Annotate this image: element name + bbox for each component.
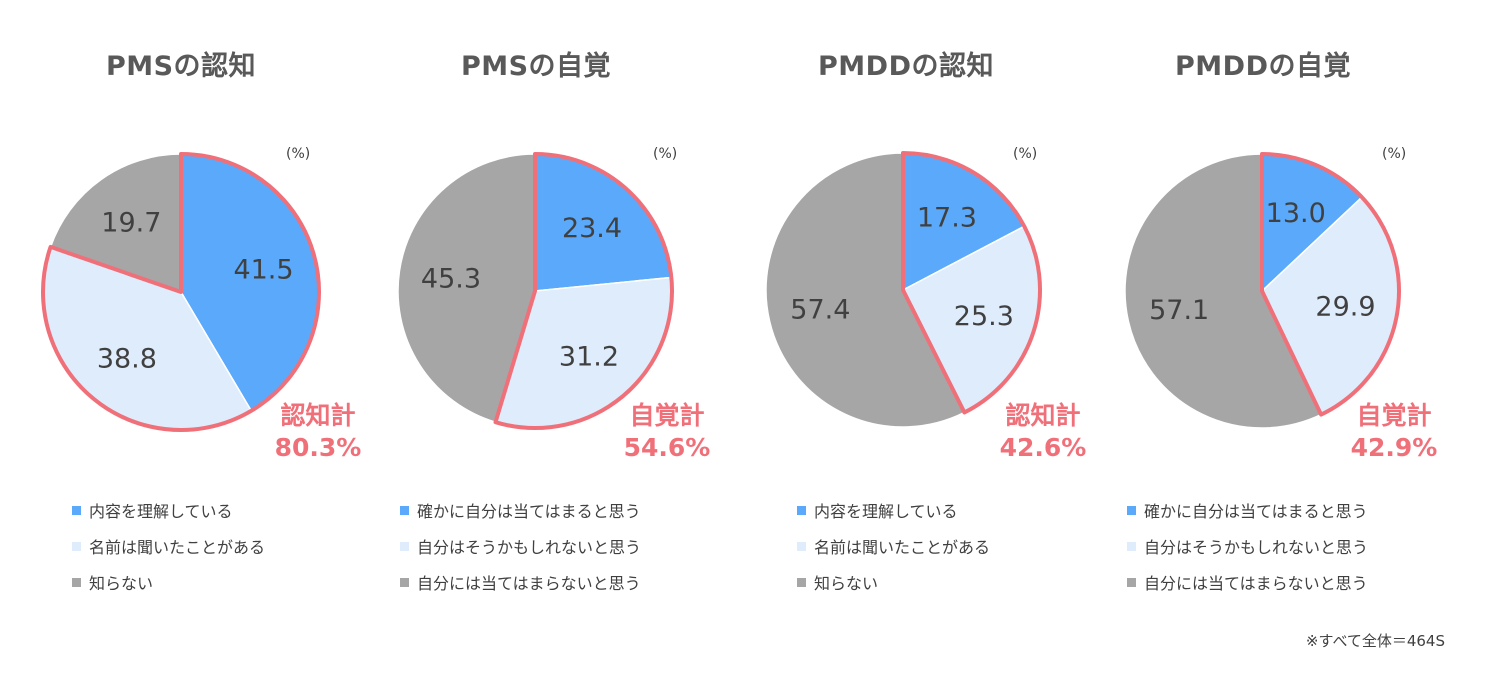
- legend-label: 内容を理解している: [814, 502, 958, 521]
- legend-item: 確かに自分は当てはまると思う: [1127, 492, 1368, 528]
- total-callout: 自覚計 42.9%: [1344, 400, 1444, 464]
- slice-value-label: 45.3: [421, 264, 481, 295]
- pie-chart: 17.3 25.3 57.4: [765, 151, 1042, 428]
- legend-swatch: [1127, 577, 1136, 587]
- legend-label: 自分には当てはまらないと思う: [417, 574, 641, 593]
- legend-swatch: [400, 541, 409, 551]
- highlight-outline: [41, 152, 321, 432]
- legend-label: 自分はそうかもしれないと思う: [1144, 538, 1369, 557]
- total-label: 認知計: [280, 401, 356, 430]
- legend-label: 確かに自分は当てはまると思う: [417, 502, 641, 521]
- legend-item: 自分には当てはまらないと思う: [400, 564, 641, 600]
- highlight-outline: [901, 151, 1042, 415]
- slice-value-label: 41.5: [233, 254, 293, 285]
- unit-label: (%): [1013, 146, 1038, 162]
- pie-chart: 23.4 31.2 45.3: [397, 152, 674, 430]
- slice-value-label: 25.3: [954, 301, 1014, 332]
- unit-label: (%): [653, 146, 678, 162]
- slice-value-label: 38.8: [97, 343, 157, 374]
- unit-label: (%): [286, 146, 311, 162]
- pie-slice: [765, 152, 966, 428]
- highlight-outline: [493, 152, 674, 430]
- legend-swatch: [72, 541, 81, 551]
- pie-slice: [1124, 153, 1323, 429]
- chart-panel-2: PMSの自覚 (%) 23.4 31.2 45.3 自覚計 54.6% 確かに自分は…: [355, 0, 727, 673]
- legend-swatch: [797, 577, 806, 587]
- chart-title: PMSの認知: [105, 51, 257, 82]
- legend-item: 自分には当てはまらないと思う: [1127, 564, 1368, 600]
- chart-title: PMSの自覚: [460, 51, 612, 82]
- total-label: 自覚計: [629, 401, 705, 430]
- legend-label: 自分はそうかもしれないと思う: [417, 538, 642, 557]
- legend: 内容を理解している 名前は聞いたことがある 知らない: [797, 492, 990, 600]
- pie-chart: 41.5 38.8 19.7: [41, 152, 321, 432]
- legend-item: 名前は聞いたことがある: [797, 528, 990, 564]
- legend: 確かに自分は当てはまると思う 自分はそうかもしれないと思う 自分には当てはまらな…: [1127, 492, 1368, 600]
- legend-item: 確かに自分は当てはまると思う: [400, 492, 641, 528]
- legend-item: 知らない: [72, 564, 265, 600]
- total-label: 認知計: [1005, 401, 1081, 430]
- pie-chart: 13.0 29.9 57.1: [1124, 152, 1401, 429]
- slice-value-label: 31.2: [559, 342, 619, 373]
- total-callout: 自覚計 54.6%: [617, 400, 717, 464]
- legend: 内容を理解している 名前は聞いたことがある 知らない: [72, 492, 265, 600]
- legend-swatch: [797, 541, 806, 551]
- legend-swatch: [400, 505, 409, 515]
- legend-swatch: [1127, 541, 1136, 551]
- total-callout: 認知計 80.3%: [268, 400, 368, 464]
- chart-title: PMDDの認知: [818, 51, 994, 82]
- highlight-outline: [1260, 152, 1401, 417]
- chart-panel-3: PMDDの認知 (%) 17.3 25.3 57.4 認知計 42.6% 内容を理解…: [725, 0, 1097, 673]
- chart-panel-4: PMDDの自覚 (%) 13.0 29.9 57.1 自覚計 42.9% 確かに自分…: [1082, 0, 1454, 673]
- legend-swatch: [72, 505, 81, 515]
- legend-label: 知らない: [89, 574, 154, 593]
- legend-item: 名前は聞いたことがある: [72, 528, 265, 564]
- legend-swatch: [400, 577, 409, 587]
- chart-panel-1: PMSの認知 (%) 41.5 38.8 19.7 認知計 80.3% 内容を理解し…: [0, 0, 372, 673]
- unit-label: (%): [1382, 146, 1407, 162]
- legend-swatch: [1127, 505, 1136, 515]
- legend-label: 自分には当てはまらないと思う: [1144, 574, 1368, 593]
- footnote: ※すべて全体＝464S: [1305, 632, 1445, 650]
- slice-value-label: 57.4: [790, 295, 850, 326]
- slice-value-label: 23.4: [562, 213, 622, 244]
- slice-value-label: 29.9: [1315, 292, 1375, 323]
- legend-label: 名前は聞いたことがある: [814, 538, 991, 557]
- total-value: 42.9%: [1350, 433, 1438, 462]
- slice-value-label: 19.7: [101, 207, 161, 238]
- legend-item: 内容を理解している: [797, 492, 990, 528]
- legend-label: 名前は聞いたことがある: [89, 538, 266, 557]
- chart-title: PMDDの自覚: [1175, 51, 1351, 82]
- slice-value-label: 57.1: [1149, 295, 1209, 326]
- total-value: 80.3%: [274, 433, 362, 462]
- total-callout: 認知計 42.6%: [993, 400, 1093, 464]
- legend-item: 内容を理解している: [72, 492, 265, 528]
- slice-value-label: 13.0: [1266, 198, 1326, 229]
- total-value: 42.6%: [999, 433, 1087, 462]
- legend-label: 確かに自分は当てはまると思う: [1144, 502, 1368, 521]
- legend-item: 自分はそうかもしれないと思う: [400, 528, 641, 564]
- legend-label: 知らない: [814, 574, 879, 593]
- legend-item: 自分はそうかもしれないと思う: [1127, 528, 1368, 564]
- pie-slice: [397, 153, 536, 424]
- total-label: 自覚計: [1356, 401, 1432, 430]
- legend-label: 内容を理解している: [89, 502, 233, 521]
- total-value: 54.6%: [623, 433, 711, 462]
- legend: 確かに自分は当てはまると思う 自分はそうかもしれないと思う 自分には当てはまらな…: [400, 492, 641, 600]
- slice-value-label: 17.3: [917, 202, 977, 233]
- legend-swatch: [72, 577, 81, 587]
- legend-swatch: [797, 505, 806, 515]
- legend-item: 知らない: [797, 564, 990, 600]
